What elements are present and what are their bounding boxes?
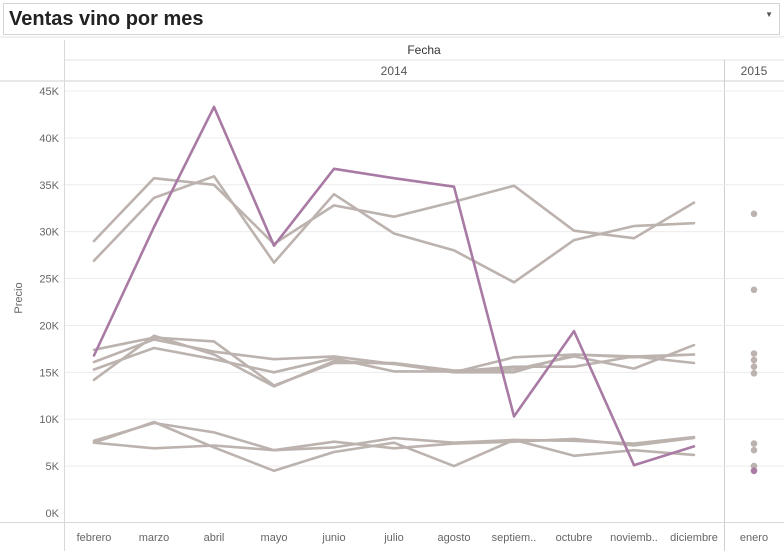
x-tick-label: febrero — [77, 532, 112, 544]
x-tick-label-2015: enero — [740, 532, 768, 544]
series-line-highlight[interactable] — [92, 105, 696, 467]
series-line[interactable] — [92, 334, 696, 388]
x-tick-label: abril — [204, 532, 225, 544]
y-tick-label: 40K — [39, 133, 59, 145]
y-tick-label: 30K — [39, 227, 59, 239]
x-tick-label: marzo — [139, 532, 170, 544]
series-line[interactable] — [92, 175, 696, 284]
series-line[interactable] — [92, 420, 696, 473]
enero-point[interactable] — [750, 446, 758, 454]
y-tick-labels: 0K 5K 10K 15K 20K 25K 30K 35K 40K 45K — [39, 86, 59, 520]
y-tick-label: 20K — [39, 320, 59, 332]
series-line[interactable] — [92, 435, 696, 452]
enero-point[interactable] — [750, 286, 758, 294]
y-tick-label: 10K — [39, 414, 59, 426]
x-tick-label: noviemb.. — [610, 532, 658, 544]
chart-title: Ventas vino por mes — [9, 8, 204, 30]
y-tick-label: 0K — [46, 508, 60, 520]
enero-point[interactable] — [750, 440, 758, 447]
x-tick-label: junio — [321, 532, 345, 544]
series-line[interactable] — [92, 346, 696, 374]
x-tick-label: agosto — [437, 532, 470, 544]
x-tick-labels: febrero marzo abril mayo junio julio agosto sep… — [77, 532, 769, 544]
y-tick-label: 25K — [39, 274, 59, 286]
y-tick-label: 45K — [39, 86, 59, 98]
y-axis-label: Precio — [13, 282, 25, 313]
enero-point[interactable] — [750, 210, 758, 218]
enero-2015-points — [750, 210, 758, 475]
series-lines — [92, 105, 696, 473]
chevron-down-icon[interactable]: ▼ — [765, 10, 773, 19]
enero-point[interactable] — [750, 363, 758, 371]
header-year-2014: 2014 — [381, 64, 408, 78]
y-tick-label: 35K — [39, 180, 59, 192]
enero-point[interactable] — [750, 356, 758, 364]
header-field-label: Fecha — [407, 43, 441, 57]
enero-point-highlight[interactable] — [750, 467, 758, 475]
gridlines — [65, 90, 784, 467]
x-tick-label: mayo — [261, 532, 288, 544]
enero-point[interactable] — [750, 350, 758, 357]
y-tick-label: 15K — [39, 367, 59, 379]
x-tick-label: diciembre — [670, 532, 718, 544]
y-tick-label: 5K — [46, 461, 60, 473]
header-year-2015: 2015 — [741, 64, 768, 78]
x-tick-label: octubre — [556, 532, 593, 544]
enero-point[interactable] — [750, 462, 758, 470]
x-tick-label: septiem.. — [492, 532, 537, 544]
x-tick-label: julio — [383, 532, 404, 544]
enero-point[interactable] — [750, 370, 758, 377]
title-bar: Ventas vino por mes ▼ — [3, 3, 780, 35]
